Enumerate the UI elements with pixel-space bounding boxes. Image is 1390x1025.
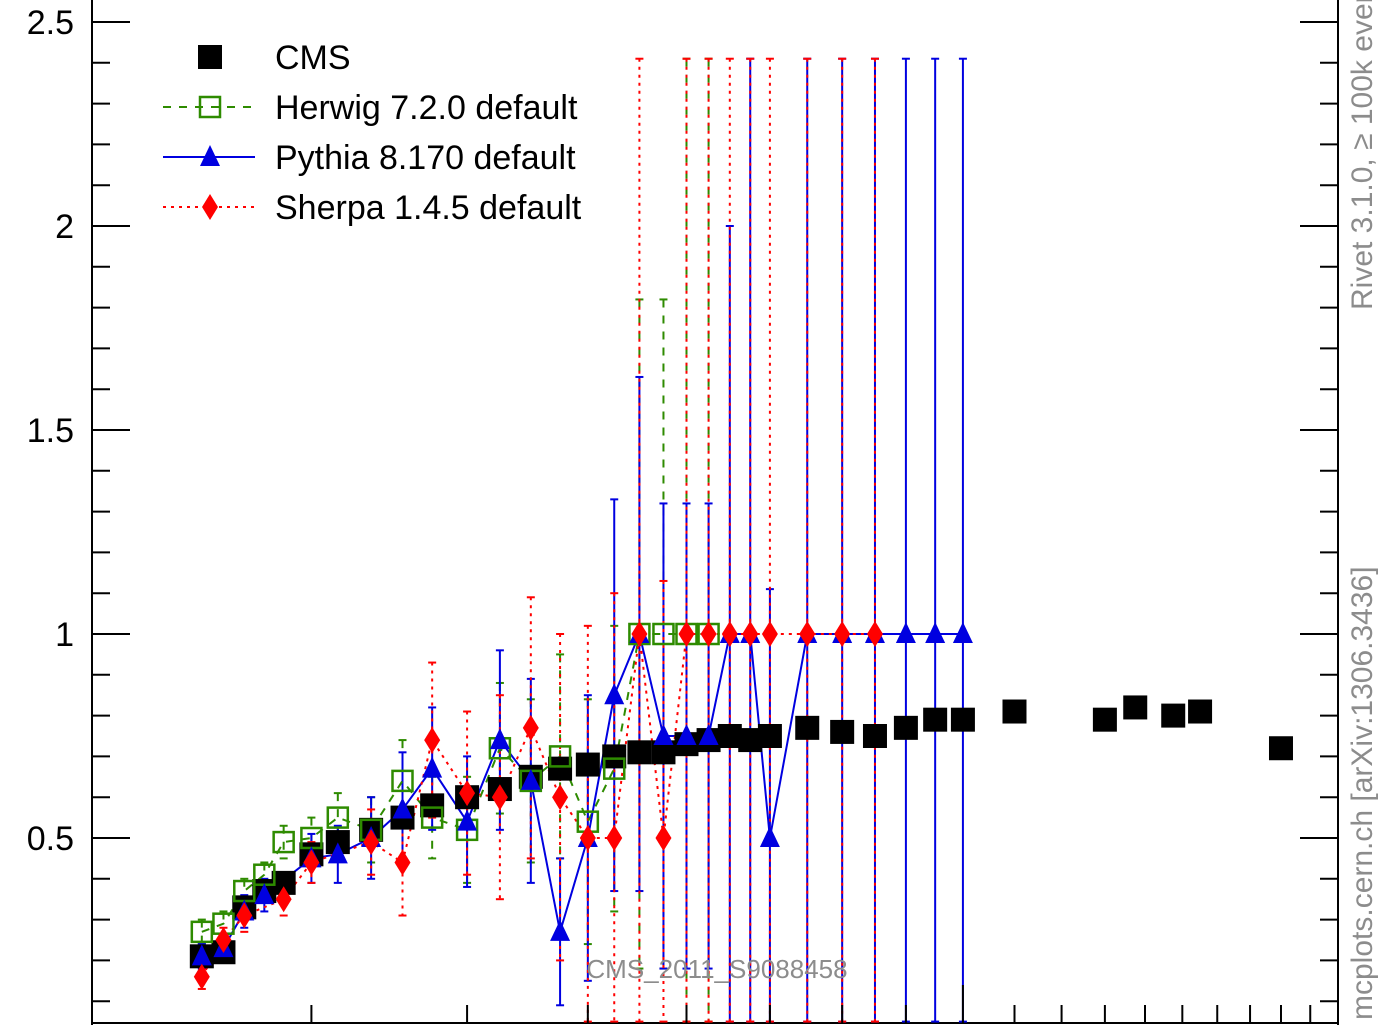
- pythia-point: [895, 622, 916, 643]
- axis-ticks: 0.5 1 1.5 2 2.5: [27, 4, 1338, 1023]
- herwig-point: [326, 806, 350, 829]
- pythia-point: [550, 919, 571, 941]
- cms-point: [1268, 736, 1293, 761]
- cms-point: [1123, 695, 1148, 720]
- analysis-label: CMS_2011_S9088458: [586, 954, 847, 984]
- y-tick-label: 1: [55, 616, 74, 654]
- sherpa-point: [522, 714, 539, 741]
- cms-point: [627, 740, 652, 765]
- rivet-version-label: Rivet 3.1.0, ≥ 100k events: [1346, 0, 1379, 310]
- sherpa-point: [721, 621, 738, 647]
- pythia-point: [422, 756, 443, 778]
- cms-point: [1002, 699, 1027, 724]
- cms-point: [548, 756, 573, 781]
- pythia-point: [327, 842, 348, 864]
- cms-point: [1188, 699, 1213, 724]
- series-lines: [200, 630, 963, 978]
- herwig-point: [652, 622, 675, 646]
- legend-label: CMS: [275, 39, 351, 77]
- herwig-point: [391, 769, 414, 793]
- series-line: [200, 633, 875, 978]
- pythia-point: [952, 622, 973, 643]
- sherpa-point: [631, 621, 648, 647]
- sherpa-point: [394, 849, 411, 876]
- sherpa-point: [303, 849, 320, 876]
- cms-point: [757, 724, 782, 748]
- y-tick-label: 0.5: [27, 820, 74, 858]
- cms-point: [575, 752, 600, 777]
- cms-point: [862, 724, 887, 748]
- pythia-point: [653, 724, 674, 745]
- herwig-point: [602, 757, 626, 780]
- sherpa-point: [799, 621, 816, 647]
- plot-frame: [91, 0, 1339, 1025]
- sherpa-point: [606, 825, 623, 851]
- cms-point: [830, 719, 855, 744]
- cms-point: [1092, 707, 1117, 732]
- y-tick-label: 1.5: [27, 412, 74, 450]
- series-line: [201, 630, 963, 958]
- legend-label: Herwig 7.2.0 default: [275, 89, 578, 127]
- cms-point: [893, 715, 918, 740]
- cms-point: [602, 744, 627, 769]
- herwig-point: [548, 745, 572, 768]
- sherpa-point: [491, 784, 508, 811]
- cms-point: [420, 793, 445, 818]
- sherpa-point: [742, 621, 759, 647]
- sherpa-point: [363, 829, 380, 856]
- legend-label: Pythia 8.170 default: [275, 139, 576, 177]
- y-tick-label: 2.5: [27, 4, 74, 42]
- cms-point: [923, 707, 948, 732]
- y-tick-label: 2: [55, 208, 74, 246]
- sherpa-point: [678, 621, 695, 647]
- pythia-point: [520, 768, 541, 790]
- legend: CMS Herwig 7.2.0 default Pythia 8.170 defa…: [163, 39, 582, 227]
- pythia-point: [676, 724, 697, 745]
- pythia-point: [759, 826, 780, 847]
- sherpa-point: [236, 902, 253, 929]
- pythia-point: [698, 724, 719, 745]
- sherpa-point: [275, 886, 292, 913]
- herwig-point: [420, 806, 444, 829]
- cms-point: [717, 724, 742, 748]
- herwig-point: [272, 830, 295, 854]
- sherpa-point: [761, 621, 778, 647]
- pythia-point: [392, 797, 413, 819]
- sherpa-point: [834, 621, 851, 647]
- pythia-point: [200, 145, 220, 166]
- pythia-point: [925, 622, 946, 643]
- data-markers: [189, 621, 1293, 990]
- sherpa-point: [424, 727, 441, 754]
- cms-point: [950, 707, 975, 732]
- pythia-point: [191, 944, 212, 966]
- cms-point: [198, 45, 222, 69]
- mcplots-label: mcplots.cern.ch [arXiv:1306.3436]: [1346, 566, 1379, 1020]
- sherpa-point: [866, 621, 883, 647]
- pythia-point: [254, 883, 275, 905]
- sherpa-point: [202, 194, 218, 220]
- sherpa-point: [655, 825, 672, 851]
- sherpa-point: [193, 963, 210, 990]
- pythia-point: [489, 728, 510, 750]
- pythia-point: [604, 683, 625, 705]
- cms-point: [795, 715, 820, 740]
- herwig-point: [190, 920, 214, 944]
- herwig-point: [198, 95, 222, 119]
- pythia-point: [457, 809, 478, 831]
- sherpa-point: [459, 780, 476, 807]
- sherpa-point: [579, 825, 596, 851]
- sherpa-point: [552, 784, 569, 811]
- sherpa-point: [215, 927, 232, 953]
- sherpa-point: [700, 621, 717, 647]
- legend-label: Sherpa 1.4.5 default: [275, 189, 582, 227]
- cms-point: [1161, 703, 1186, 728]
